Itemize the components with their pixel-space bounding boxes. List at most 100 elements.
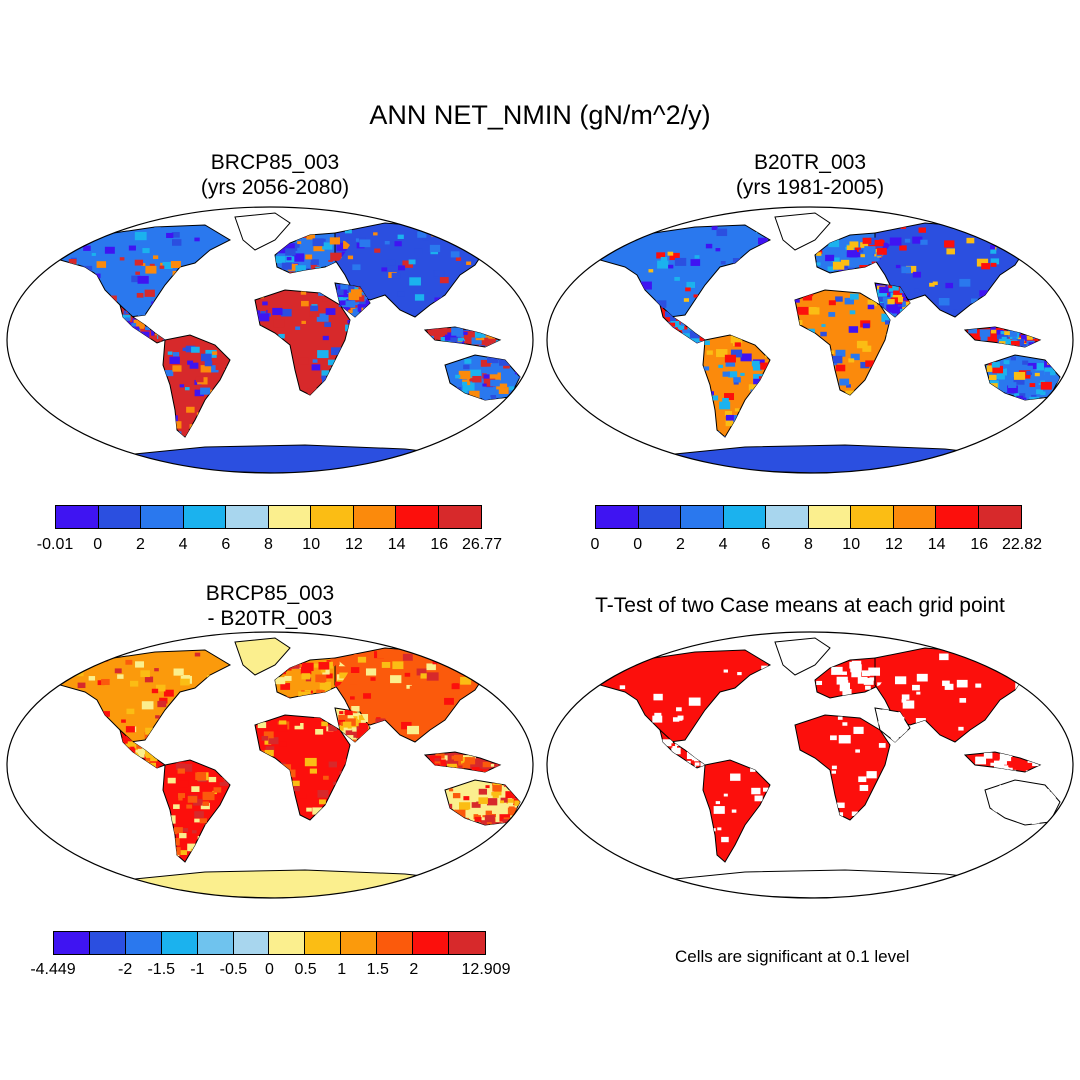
data-cell bbox=[690, 259, 701, 266]
data-cell bbox=[451, 327, 463, 336]
data-cell bbox=[721, 836, 729, 843]
data-cell bbox=[858, 776, 867, 783]
data-cell bbox=[298, 691, 310, 698]
colorbar-tick-label: -4.449 bbox=[30, 961, 76, 978]
data-cell bbox=[462, 664, 475, 673]
map-b20tr bbox=[546, 206, 1074, 474]
data-cell bbox=[802, 294, 813, 301]
data-cell bbox=[460, 337, 466, 342]
data-cell bbox=[832, 261, 845, 270]
data-cell bbox=[342, 721, 352, 728]
colorbar-swatch bbox=[413, 932, 449, 954]
colorbar-tick-label: 10 bbox=[302, 536, 321, 553]
data-cell bbox=[344, 709, 353, 716]
colorbar-tick-label: 0 bbox=[265, 961, 274, 978]
data-cell bbox=[159, 697, 168, 704]
panel-title-ttest: T-Test of two Case means at each grid po… bbox=[595, 594, 1005, 617]
data-cell bbox=[377, 649, 389, 659]
data-cell bbox=[1031, 394, 1037, 399]
data-cell bbox=[1044, 367, 1056, 376]
data-cell bbox=[183, 675, 191, 681]
colorbar-swatch bbox=[723, 506, 766, 528]
data-cell bbox=[968, 327, 978, 334]
data-cell bbox=[859, 784, 869, 791]
data-cell bbox=[722, 371, 730, 377]
data-cell bbox=[324, 322, 332, 327]
data-cell bbox=[185, 345, 196, 353]
data-cell bbox=[640, 235, 651, 244]
data-cell bbox=[134, 259, 144, 266]
data-cell bbox=[136, 292, 144, 298]
data-cell bbox=[187, 796, 198, 803]
data-cell bbox=[137, 275, 149, 284]
data-cell bbox=[317, 350, 329, 359]
data-cell bbox=[467, 374, 476, 381]
map-content bbox=[547, 632, 1073, 898]
data-cell bbox=[462, 381, 468, 386]
data-cell bbox=[316, 313, 329, 322]
data-cell bbox=[322, 242, 333, 250]
data-cell bbox=[344, 228, 352, 234]
data-cell bbox=[352, 728, 357, 732]
colorbar-labels-b20tr: 0 0 2 4 6 8 10 12 14 16 22.82 bbox=[591, 536, 1042, 556]
data-cell bbox=[938, 298, 950, 306]
data-cell bbox=[889, 237, 902, 246]
data-cell bbox=[397, 291, 405, 297]
land-northAmerica bbox=[58, 224, 232, 318]
data-cell bbox=[966, 237, 975, 244]
data-cell bbox=[455, 235, 463, 241]
data-cell bbox=[339, 672, 348, 679]
data-cell bbox=[685, 287, 691, 292]
data-cell bbox=[298, 357, 309, 365]
data-cell bbox=[1000, 765, 1009, 771]
data-cell bbox=[292, 720, 301, 726]
data-cell bbox=[485, 338, 496, 347]
data-cell bbox=[498, 387, 509, 394]
data-cell bbox=[452, 793, 461, 799]
data-cell bbox=[125, 726, 135, 733]
data-cell bbox=[853, 726, 864, 734]
data-cell bbox=[469, 390, 480, 399]
data-cell bbox=[394, 241, 402, 247]
data-cell bbox=[77, 682, 86, 689]
data-cell bbox=[672, 717, 680, 722]
data-cell bbox=[958, 726, 964, 731]
data-cell bbox=[939, 653, 949, 661]
data-cell bbox=[352, 305, 359, 311]
data-cell bbox=[1004, 331, 1010, 336]
data-cell bbox=[838, 267, 848, 273]
data-cell bbox=[992, 255, 1001, 261]
data-cell bbox=[507, 807, 519, 816]
data-cell bbox=[751, 787, 761, 795]
data-cell bbox=[1013, 377, 1025, 385]
data-cell bbox=[213, 787, 222, 793]
colorbar-tick-label: 26.77 bbox=[461, 536, 503, 553]
data-cell bbox=[305, 254, 313, 260]
map-border bbox=[6, 631, 534, 899]
data-cell bbox=[318, 662, 330, 670]
data-cell bbox=[990, 262, 997, 267]
data-cell bbox=[84, 652, 92, 657]
colorbar-tick-label: 1.5 bbox=[366, 961, 389, 978]
data-cell bbox=[292, 242, 300, 248]
data-cell bbox=[347, 319, 350, 324]
data-cell bbox=[392, 661, 404, 670]
data-cell bbox=[142, 248, 150, 254]
data-cell bbox=[306, 807, 312, 812]
data-cell bbox=[720, 261, 726, 265]
data-cell bbox=[286, 256, 292, 261]
data-cell bbox=[695, 342, 701, 343]
data-cell bbox=[674, 276, 680, 281]
data-cell bbox=[64, 239, 74, 246]
data-cell bbox=[143, 229, 151, 235]
data-cell bbox=[1007, 385, 1018, 393]
data-cell bbox=[89, 229, 102, 238]
data-cell bbox=[699, 336, 705, 341]
data-cell bbox=[723, 669, 728, 673]
data-cell bbox=[466, 261, 472, 265]
data-cell bbox=[893, 290, 905, 299]
data-cell bbox=[175, 763, 186, 771]
data-cell bbox=[487, 355, 499, 364]
data-cell bbox=[499, 357, 511, 366]
data-cell bbox=[194, 389, 204, 397]
